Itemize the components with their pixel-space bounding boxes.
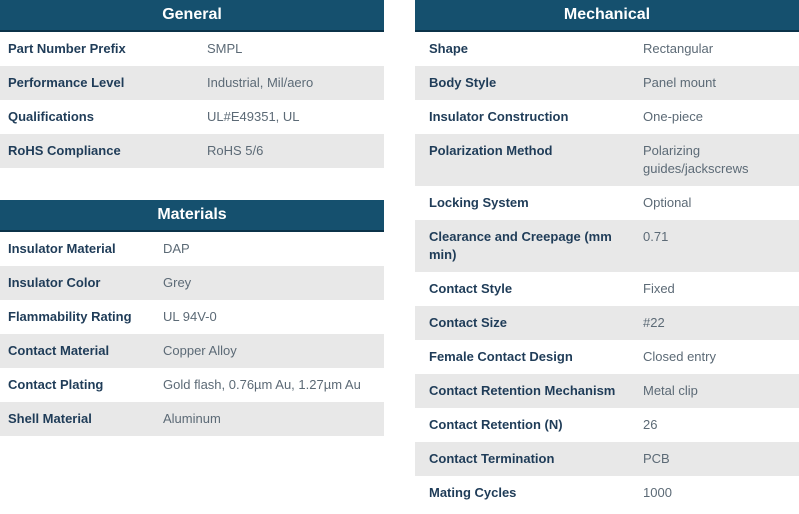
spec-row: Insulator Material DAP bbox=[0, 232, 384, 266]
general-table-header: General bbox=[0, 0, 384, 32]
spec-row: Body Style Panel mount bbox=[415, 66, 799, 100]
spec-value: Panel mount bbox=[643, 75, 716, 90]
spec-row: Qualifications UL#E49351, UL bbox=[0, 100, 384, 134]
spec-value: SMPL bbox=[207, 41, 243, 56]
spec-value: 26 bbox=[643, 417, 658, 432]
spec-label: Insulator Construction bbox=[429, 109, 569, 124]
spec-label: Contact Material bbox=[8, 343, 110, 358]
spec-value: UL#E49351, UL bbox=[207, 109, 300, 124]
spec-label: Female Contact Design bbox=[429, 349, 573, 364]
spec-value: #22 bbox=[643, 315, 665, 330]
spec-label: Part Number Prefix bbox=[8, 41, 126, 56]
spec-label: Performance Level bbox=[8, 75, 125, 90]
spec-value: UL 94V-0 bbox=[163, 309, 217, 324]
spec-value: Closed entry bbox=[643, 349, 716, 364]
spec-value: 0.71 bbox=[643, 229, 669, 244]
general-table-rows: Part Number Prefix SMPL Performance Level I… bbox=[0, 32, 384, 168]
spec-row: Insulator Construction One-piece bbox=[415, 100, 799, 134]
spec-value: One-piece bbox=[643, 109, 703, 124]
spec-value: 1000 bbox=[643, 485, 672, 500]
spec-label: Contact Size bbox=[429, 315, 508, 330]
spec-label: Insulator Material bbox=[8, 241, 116, 256]
mechanical-table-title: Mechanical bbox=[563, 6, 651, 23]
spec-row: Part Number Prefix SMPL bbox=[0, 32, 384, 66]
right-column: Mechanical Shape Rectangular Body Style Pan… bbox=[415, 0, 799, 510]
spec-row: Performance Level Industrial, Mil/aero bbox=[0, 66, 384, 100]
spec-row: Flammability Rating UL 94V-0 bbox=[0, 300, 384, 334]
spec-label: Flammability Rating bbox=[8, 309, 132, 324]
materials-table-header: Materials bbox=[0, 200, 384, 232]
spec-row: Contact Retention Mechanism Metal clip bbox=[415, 374, 799, 408]
spec-row: Shape Rectangular bbox=[415, 32, 799, 66]
mechanical-table-header: Mechanical bbox=[415, 0, 799, 32]
spec-value: DAP bbox=[163, 241, 190, 256]
spec-label: Shape bbox=[429, 41, 469, 56]
spec-value: Industrial, Mil/aero bbox=[207, 75, 314, 90]
spec-row: Polarization Method Polarizing guides/jac… bbox=[415, 134, 799, 186]
spec-value: Polarizing guides/jackscrews bbox=[643, 143, 749, 176]
spec-row: Locking System Optional bbox=[415, 186, 799, 220]
spec-label: Contact Retention Mechanism bbox=[429, 383, 616, 398]
spec-row: Contact Size #22 bbox=[415, 306, 799, 340]
spec-label: Body Style bbox=[429, 75, 497, 90]
spec-value: Metal clip bbox=[643, 383, 698, 398]
spec-label: Mating Cycles bbox=[429, 485, 517, 500]
spec-row: Clearance and Creepage (mm min) 0.71 bbox=[415, 220, 799, 272]
spec-label: Insulator Color bbox=[8, 275, 101, 290]
left-column: General Part Number Prefix SMPL Performanc… bbox=[0, 0, 384, 436]
spec-value: Copper Alloy bbox=[163, 343, 237, 358]
spec-value: Grey bbox=[163, 275, 192, 290]
spec-value: PCB bbox=[643, 451, 670, 466]
spec-label: Qualifications bbox=[8, 109, 94, 124]
materials-table-title: Materials bbox=[157, 206, 227, 223]
spec-row: Insulator Color Grey bbox=[0, 266, 384, 300]
spec-label: Polarization Method bbox=[429, 143, 553, 158]
spec-label: Locking System bbox=[429, 195, 529, 210]
spec-row: Contact Retention (N) 26 bbox=[415, 408, 799, 442]
spec-label: Contact Style bbox=[429, 281, 513, 296]
spec-label: RoHS Compliance bbox=[8, 143, 121, 158]
spec-row: Contact Plating Gold flash, 0.76µm Au, 1.… bbox=[0, 368, 384, 402]
spec-label: Clearance and Creepage (mm min) bbox=[429, 229, 612, 262]
spec-value: Gold flash, 0.76µm Au, 1.27µm Au bbox=[163, 377, 361, 392]
spec-row: Contact Style Fixed bbox=[415, 272, 799, 306]
materials-table: Materials Insulator Material DAP Insulator… bbox=[0, 200, 384, 436]
general-table-title: General bbox=[162, 6, 222, 23]
spec-row: Mating Cycles 1000 bbox=[415, 476, 799, 510]
spec-label: Shell Material bbox=[8, 411, 92, 426]
mechanical-table-rows: Shape Rectangular Body Style Panel mount Ins… bbox=[415, 32, 799, 510]
mechanical-table: Mechanical Shape Rectangular Body Style Pan… bbox=[415, 0, 799, 510]
spec-row: Shell Material Aluminum bbox=[0, 402, 384, 436]
spec-row: Female Contact Design Closed entry bbox=[415, 340, 799, 374]
spec-value: Aluminum bbox=[163, 411, 221, 426]
spec-value: Rectangular bbox=[643, 41, 714, 56]
spec-label: Contact Plating bbox=[8, 377, 104, 392]
materials-table-rows: Insulator Material DAP Insulator Color Grey… bbox=[0, 232, 384, 436]
spec-row: RoHS Compliance RoHS 5/6 bbox=[0, 134, 384, 168]
spec-label: Contact Retention (N) bbox=[429, 417, 563, 432]
spec-row: Contact Material Copper Alloy bbox=[0, 334, 384, 368]
spec-value: Fixed bbox=[643, 281, 675, 296]
spec-value: RoHS 5/6 bbox=[207, 143, 264, 158]
spec-row: Contact Termination PCB bbox=[415, 442, 799, 476]
general-table: General Part Number Prefix SMPL Performanc… bbox=[0, 0, 384, 168]
spec-label: Contact Termination bbox=[429, 451, 555, 466]
spec-value: Optional bbox=[643, 195, 692, 210]
